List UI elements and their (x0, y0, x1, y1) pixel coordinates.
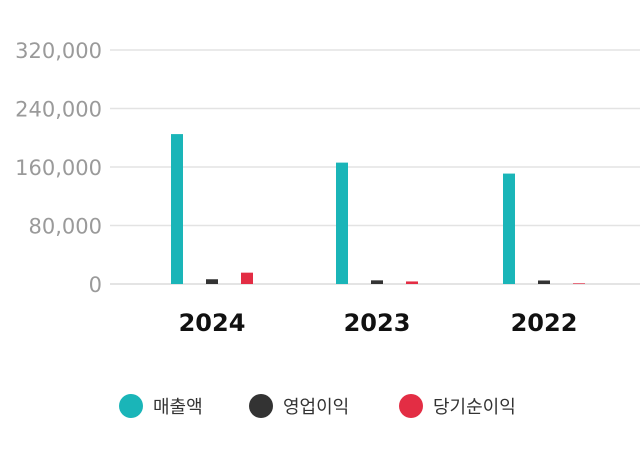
legend[interactable]: 매출액 영업이익 당기순이익 (119, 394, 516, 418)
bar-2024-series-2[interactable] (241, 272, 253, 284)
y-axis-ticks: 0 80,000 160,000 240,000 320,000 (15, 39, 102, 297)
bar-2022-series-2[interactable] (573, 283, 585, 284)
bar-2023-series-0[interactable] (336, 162, 348, 284)
legend-swatch (249, 394, 273, 418)
grid-lines (110, 49, 640, 285)
legend-item-series-0[interactable]: 매출액 (119, 394, 203, 418)
x-tick-label: 2022 (511, 309, 578, 337)
legend-label: 당기순이익 (433, 397, 516, 418)
bar-2024-series-1[interactable] (206, 279, 218, 284)
legend-item-series-1[interactable]: 영업이익 (249, 394, 349, 418)
bars (171, 134, 585, 284)
bar-2023-series-1[interactable] (371, 280, 383, 284)
legend-label: 영업이익 (283, 397, 349, 418)
y-tick-label: 160,000 (15, 156, 102, 180)
legend-swatch (399, 394, 423, 418)
y-tick-label: 80,000 (29, 215, 102, 239)
bar-2023-series-2[interactable] (406, 281, 418, 284)
y-tick-label: 0 (89, 273, 102, 297)
legend-item-series-2[interactable]: 당기순이익 (399, 394, 516, 418)
x-tick-label: 2023 (344, 309, 411, 337)
bar-2022-series-0[interactable] (503, 173, 515, 284)
x-axis-ticks: 2024 2023 2022 (179, 309, 578, 337)
bar-2024-series-0[interactable] (171, 134, 183, 284)
y-tick-label: 240,000 (15, 98, 102, 122)
legend-label: 매출액 (153, 397, 203, 418)
bar-2022-series-1[interactable] (538, 280, 550, 284)
x-tick-label: 2024 (179, 309, 246, 337)
legend-swatch (119, 394, 143, 418)
y-tick-label: 320,000 (15, 39, 102, 63)
